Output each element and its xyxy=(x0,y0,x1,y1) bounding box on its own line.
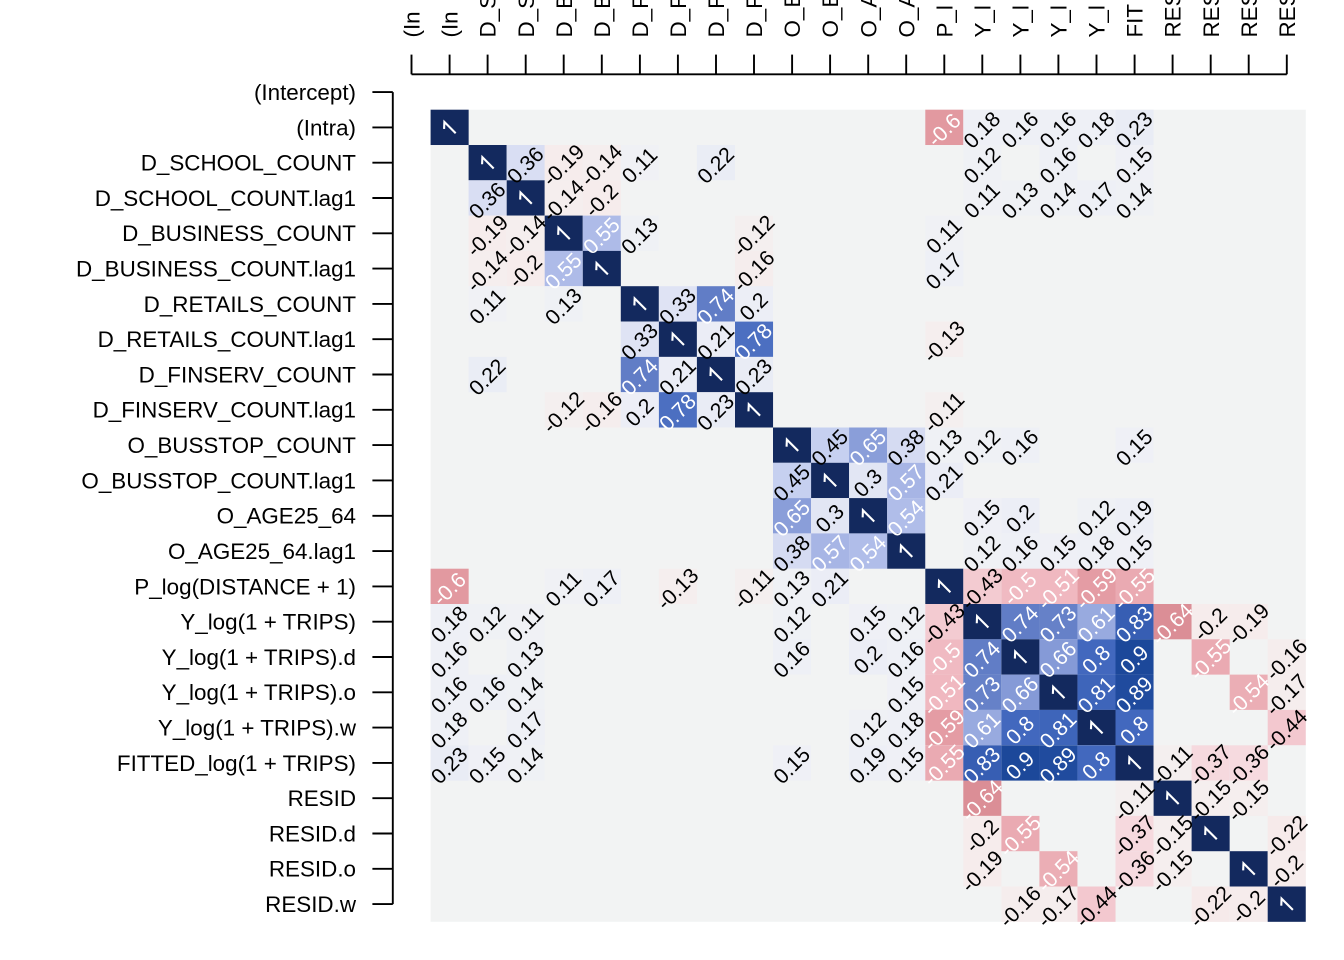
svg-text:D_RETAILS_COUNT: D_RETAILS_COUNT xyxy=(144,292,357,317)
svg-text:D_FINSERV_COUNT.lag1: D_FINSERV_COUNT.lag1 xyxy=(93,398,356,423)
svg-text:D_F: D_F xyxy=(704,0,729,38)
svg-text:FITTED_log(1 + TRIPS): FITTED_log(1 + TRIPS) xyxy=(117,751,356,776)
svg-text:P_l: P_l xyxy=(932,5,957,37)
svg-text:RES: RES xyxy=(1237,0,1262,38)
svg-text:Y_l: Y_l xyxy=(1047,5,1072,37)
svg-text:O_AGE25_64: O_AGE25_64 xyxy=(217,504,356,529)
svg-text:RESID.d: RESID.d xyxy=(269,821,356,846)
svg-text:RES: RES xyxy=(1275,0,1300,38)
svg-text:O_AGE25_64.lag1: O_AGE25_64.lag1 xyxy=(168,539,356,564)
svg-text:D_S: D_S xyxy=(514,0,539,38)
svg-text:Y_log(1 + TRIPS): Y_log(1 + TRIPS) xyxy=(180,610,356,635)
svg-text:(In: (In xyxy=(438,11,463,37)
svg-text:RESID.o: RESID.o xyxy=(269,857,356,882)
svg-text:RESID.w: RESID.w xyxy=(265,892,357,917)
svg-text:RES: RES xyxy=(1161,0,1186,38)
svg-text:D_BUSINESS_COUNT: D_BUSINESS_COUNT xyxy=(122,221,356,246)
svg-text:Y_l: Y_l xyxy=(970,5,995,37)
svg-text:O_A: O_A xyxy=(856,0,881,38)
svg-text:D_BUSINESS_COUNT.lag1: D_BUSINESS_COUNT.lag1 xyxy=(76,257,356,282)
svg-text:D_FINSERV_COUNT: D_FINSERV_COUNT xyxy=(139,362,357,387)
svg-text:Y_log(1 + TRIPS).d: Y_log(1 + TRIPS).d xyxy=(162,645,356,670)
svg-text:O_B: O_B xyxy=(818,0,843,38)
svg-text:D_S: D_S xyxy=(476,0,501,38)
svg-text:D_B: D_B xyxy=(590,0,615,38)
svg-text:Y_l: Y_l xyxy=(1085,5,1110,37)
svg-text:Y_log(1 + TRIPS).o: Y_log(1 + TRIPS).o xyxy=(162,680,356,705)
svg-text:O_B: O_B xyxy=(780,0,805,38)
svg-text:O_BUSSTOP_COUNT: O_BUSSTOP_COUNT xyxy=(127,433,356,458)
svg-text:Y_log(1 + TRIPS).w: Y_log(1 + TRIPS).w xyxy=(158,716,357,741)
svg-text:(In: (In xyxy=(400,11,425,37)
svg-text:(Intra): (Intra) xyxy=(296,115,356,140)
svg-text:D_R: D_R xyxy=(666,0,691,38)
svg-text:P_log(DISTANCE + 1): P_log(DISTANCE + 1) xyxy=(134,574,356,599)
svg-text:D_F: D_F xyxy=(742,0,767,38)
svg-text:D_B: D_B xyxy=(552,0,577,38)
svg-text:D_RETAILS_COUNT.lag1: D_RETAILS_COUNT.lag1 xyxy=(98,327,356,352)
svg-text:Y_l: Y_l xyxy=(1009,5,1034,37)
svg-text:D_R: D_R xyxy=(628,0,653,38)
svg-text:RESID: RESID xyxy=(288,786,356,811)
svg-text:D_SCHOOL_COUNT: D_SCHOOL_COUNT xyxy=(141,151,357,176)
svg-text:(Intercept): (Intercept) xyxy=(254,80,356,105)
svg-text:D_SCHOOL_COUNT.lag1: D_SCHOOL_COUNT.lag1 xyxy=(95,186,356,211)
svg-text:RES: RES xyxy=(1199,0,1224,38)
svg-text:O_BUSSTOP_COUNT.lag1: O_BUSSTOP_COUNT.lag1 xyxy=(81,468,356,493)
svg-text:O_A: O_A xyxy=(894,0,919,38)
svg-text:FIT: FIT xyxy=(1123,4,1148,38)
